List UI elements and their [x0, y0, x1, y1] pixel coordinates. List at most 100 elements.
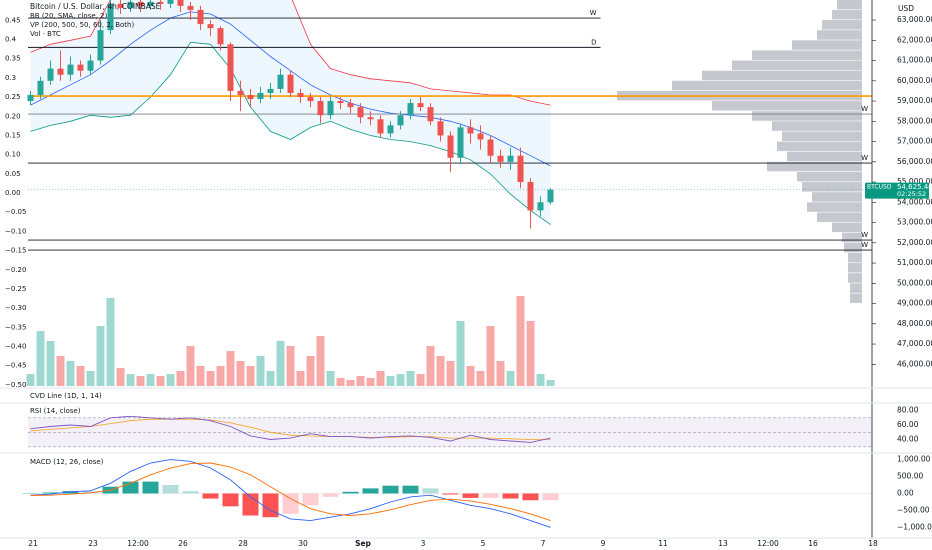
y2-tick-label: −0.45 — [5, 362, 26, 370]
x-tick-label: 11 — [658, 539, 668, 548]
volume-profile-bar — [797, 171, 862, 182]
x-tick-label: 9 — [601, 539, 606, 548]
x-tick-label: 26 — [178, 539, 188, 548]
y2-tick-label: 0.20 — [5, 112, 21, 120]
candle-body — [547, 189, 554, 203]
macd-histogram-bar — [242, 493, 259, 516]
volume-bar — [176, 371, 185, 386]
volume-bar — [426, 346, 435, 386]
volume-profile-bar — [767, 161, 862, 172]
y2-tick-label: 0.10 — [5, 151, 21, 159]
candle-body — [307, 97, 314, 102]
volume-bar — [166, 374, 175, 386]
candle-body — [197, 9, 204, 25]
indicator-label: Vol · BTC — [30, 30, 61, 38]
candle-body — [107, 3, 114, 31]
volume-profile-bar — [732, 60, 862, 71]
candle-body — [497, 155, 504, 162]
volume-profile-bar — [817, 212, 862, 222]
y-tick-label: 51,000.00 — [897, 258, 932, 267]
last-price-tag — [865, 182, 929, 199]
candle-body — [27, 94, 34, 102]
volume-bar — [466, 366, 475, 386]
volume-profile-bar — [822, 20, 862, 30]
volume-profile-bar — [807, 202, 862, 212]
rsi-ma-line — [30, 418, 551, 440]
volume-bar — [396, 374, 405, 386]
last-price-symbol: BTCUSD — [867, 184, 892, 191]
y-tick-label: 56,000.00 — [897, 157, 932, 166]
candle-body — [347, 103, 354, 108]
volume-profile-bar — [832, 222, 862, 233]
volume-bar — [186, 346, 195, 386]
y-tick-label: 61,000.00 — [897, 56, 932, 65]
y2-tick-label: 0.15 — [5, 131, 21, 139]
macd-histogram-bar — [162, 484, 179, 494]
y-tick-label: 52,000.00 — [897, 238, 932, 247]
y2-tick-label: −0.05 — [5, 208, 26, 216]
volume-bar — [346, 380, 355, 386]
volume-bar — [266, 371, 275, 386]
candle-body — [297, 92, 304, 97]
volume-profile-bar — [752, 50, 862, 60]
volume-profile-bar — [848, 252, 862, 263]
candle-body — [167, 0, 174, 4]
x-tick-label: 13 — [718, 539, 728, 548]
rsi-tick-label: 80.00 — [897, 406, 919, 415]
rsi-title: RSI (14, close) — [30, 407, 81, 415]
candle-body — [397, 115, 404, 126]
volume-profile-bar — [848, 273, 862, 283]
y2-tick-label: −0.35 — [5, 323, 26, 331]
volume-bar — [286, 346, 295, 386]
volume-profile-bar — [672, 80, 862, 91]
candle-body — [377, 119, 384, 134]
currency-label: USD — [898, 4, 914, 13]
volume-profile-bar — [837, 0, 862, 10]
y2-tick-label: 0.4 — [5, 36, 17, 44]
y-tick-label: 62,000.00 — [897, 35, 932, 44]
level-label: W — [861, 154, 868, 162]
volume-bar — [356, 376, 365, 386]
macd-histogram-bar — [262, 493, 279, 518]
volume-profile-bar — [782, 131, 862, 141]
level-label: W — [861, 231, 868, 239]
indicator-label: BB (20, SMA, close, 2) — [30, 12, 108, 20]
y-tick-label: 63,000.00 — [897, 15, 932, 24]
macd-histogram-bar — [522, 493, 539, 501]
candle-body — [317, 101, 324, 116]
candle-body — [257, 92, 264, 100]
macd-tick-label: −1,000.00 — [897, 522, 932, 531]
volume-profile-bar — [752, 111, 862, 121]
volume-bar — [236, 361, 245, 386]
volume-bar — [516, 296, 525, 386]
macd-pane — [22, 459, 872, 528]
volume-bar — [326, 371, 335, 386]
candle-body — [427, 107, 434, 122]
volume-profile-bar — [812, 192, 862, 202]
candle-body — [177, 0, 184, 6]
volume-bar — [216, 366, 225, 386]
y2-tick-label: 0.45 — [5, 16, 21, 24]
macd-histogram-bar — [502, 493, 519, 499]
candle-body — [227, 44, 234, 91]
volume-bar — [96, 326, 105, 386]
bb-upper — [30, 0, 551, 106]
macd-tick-label: −500.00 — [897, 505, 930, 514]
candle-body — [87, 60, 94, 71]
level-label: W — [590, 9, 597, 17]
macd-histogram-bar — [482, 493, 499, 498]
volume-bar — [546, 380, 555, 386]
macd-line — [30, 459, 551, 528]
macd-histogram-bar — [442, 493, 459, 495]
y2-tick-label: −0.50 — [5, 381, 26, 389]
y-tick-label: 46,000.00 — [897, 359, 932, 368]
y-tick-label: 57,000.00 — [897, 137, 932, 146]
volume-bar — [86, 371, 95, 386]
rsi-line — [30, 415, 551, 443]
labels: Bitcoin / U.S. Dollar, 4h, COINBASE BB (… — [30, 2, 914, 466]
macd-histogram-bar — [202, 493, 219, 499]
volume-bar — [66, 361, 75, 386]
